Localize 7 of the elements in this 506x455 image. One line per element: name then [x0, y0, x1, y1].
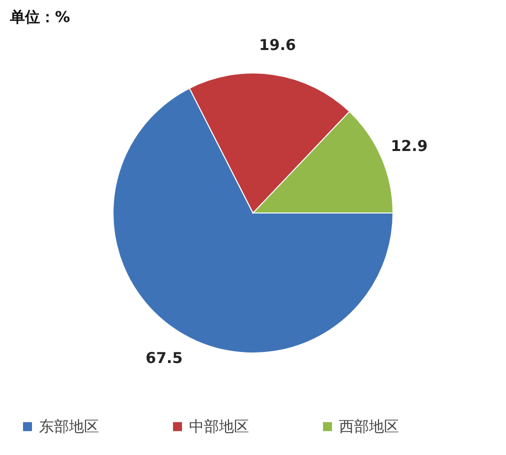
chart-title: 单位：% [9, 8, 70, 26]
data-label: 12.9 [390, 136, 428, 155]
legend-label: 中部地区 [189, 418, 249, 436]
data-label: 19.6 [258, 36, 296, 54]
legend-label: 东部地区 [39, 418, 99, 436]
legend-label: 西部地区 [339, 418, 399, 436]
data-label: 67.5 [146, 348, 183, 367]
